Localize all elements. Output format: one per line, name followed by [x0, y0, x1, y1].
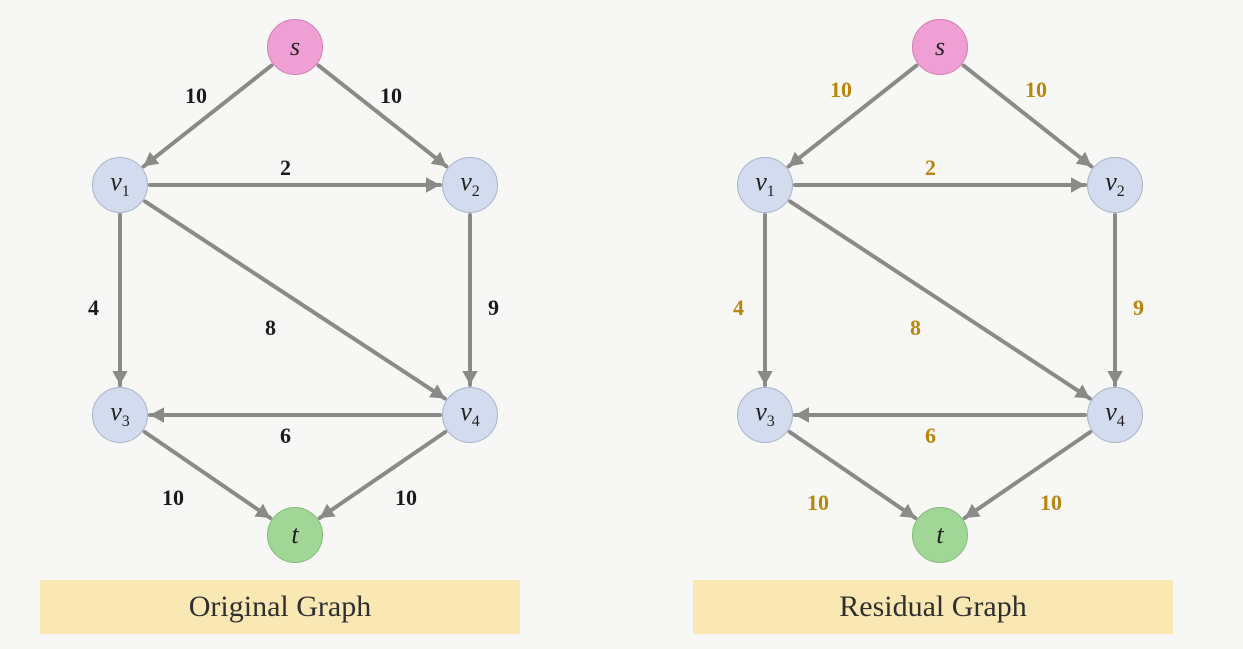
- edge-weight: 9: [488, 295, 499, 321]
- edge-weight: 6: [925, 423, 936, 449]
- residual-graph: 10 10 2 4 8 9 6 10 10 s v1 v2 v3 v4 t: [695, 15, 1195, 575]
- residual-caption: Residual Graph: [693, 580, 1173, 634]
- original-caption: Original Graph: [40, 580, 520, 634]
- node-label: s: [290, 34, 300, 60]
- node-s: s: [912, 19, 968, 75]
- node-label: v4: [460, 399, 480, 430]
- node-label: v3: [755, 399, 775, 430]
- edge-weight: 10: [830, 77, 852, 103]
- edge-weight: 10: [1040, 490, 1062, 516]
- edge-weight: 2: [925, 155, 936, 181]
- node-t: t: [267, 507, 323, 563]
- edge-weight: 10: [380, 83, 402, 109]
- node-label: v2: [1105, 169, 1125, 200]
- node-label: t: [291, 522, 298, 548]
- node-label: v4: [1105, 399, 1125, 430]
- original-graph-edges: [50, 15, 550, 575]
- node-label: v3: [110, 399, 130, 430]
- edge-weight: 10: [395, 485, 417, 511]
- edge-weight: 4: [88, 295, 99, 321]
- page: 10 10 2 4 8 9 6 10 10 s v1 v2 v3 v4 t Original Graph 1…: [0, 0, 1243, 649]
- node-label: s: [935, 34, 945, 60]
- node-t: t: [912, 507, 968, 563]
- node-v4: v4: [442, 387, 498, 443]
- edge-weight: 10: [807, 490, 829, 516]
- edge-weight: 6: [280, 423, 291, 449]
- node-v1: v1: [92, 157, 148, 213]
- edge-weight: 8: [910, 315, 921, 341]
- node-v3: v3: [92, 387, 148, 443]
- node-label: t: [936, 522, 943, 548]
- edge-weight: 9: [1133, 295, 1144, 321]
- edge-weight: 2: [280, 155, 291, 181]
- edge-weight: 10: [185, 83, 207, 109]
- node-v3: v3: [737, 387, 793, 443]
- original-graph: 10 10 2 4 8 9 6 10 10 s v1 v2 v3 v4 t: [50, 15, 550, 575]
- node-v2: v2: [442, 157, 498, 213]
- node-label: v1: [755, 169, 775, 200]
- edge-weight: 4: [733, 295, 744, 321]
- node-s: s: [267, 19, 323, 75]
- node-label: v2: [460, 169, 480, 200]
- node-v4: v4: [1087, 387, 1143, 443]
- edge-weight: 8: [265, 315, 276, 341]
- node-v1: v1: [737, 157, 793, 213]
- node-label: v1: [110, 169, 130, 200]
- edge-weight: 10: [162, 485, 184, 511]
- node-v2: v2: [1087, 157, 1143, 213]
- edge-weight: 10: [1025, 77, 1047, 103]
- residual-graph-edges: [695, 15, 1195, 575]
